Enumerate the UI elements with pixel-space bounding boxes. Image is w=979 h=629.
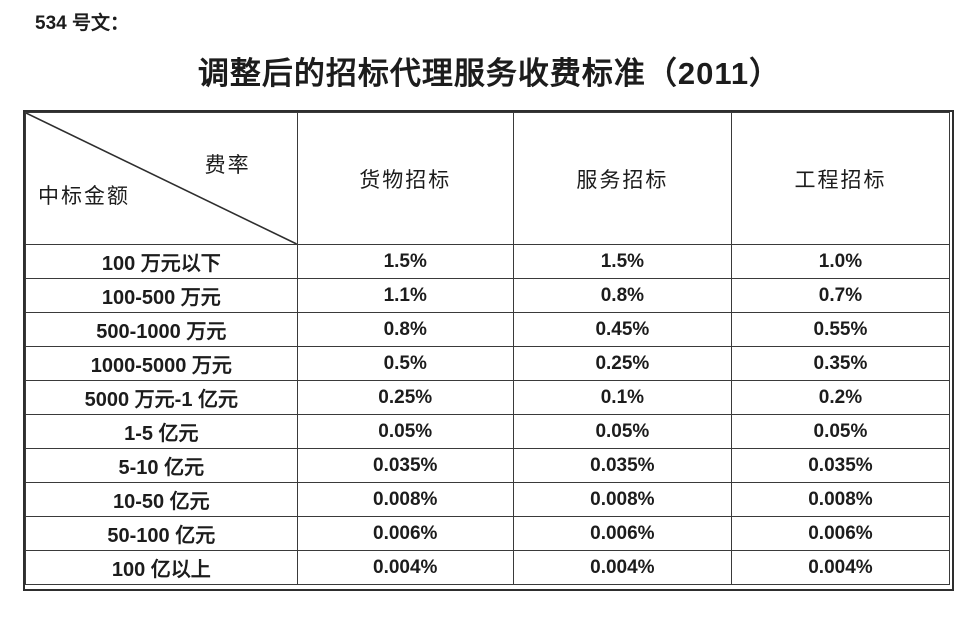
fee-rate-cell: 0.25% (512, 346, 732, 381)
corner-label-rate: 费率 (204, 153, 251, 177)
fee-rate-cell: 0.7% (730, 278, 951, 313)
corner-cell: 费率 中标金额 (25, 112, 298, 245)
row-label-amount-range: 500-1000 万元 (25, 312, 298, 347)
table-row: 5000 万元-1 亿元 0.25% 0.1% 0.2% (25, 380, 951, 415)
fee-table: 费率 中标金额 货物招标 服务招标 工程招标 100 万元以下 1.5% 1.5% 1… (25, 112, 951, 585)
fee-rate-cell: 0.035% (512, 448, 732, 483)
row-label-amount-range: 5000 万元-1 亿元 (25, 380, 298, 415)
fee-rate-cell: 0.05% (296, 414, 514, 449)
fee-table-body: 100 万元以下 1.5% 1.5% 1.0% 100-500 万元 1.1% 0.8% 0.… (25, 244, 951, 585)
fee-rate-cell: 0.004% (296, 550, 514, 585)
row-label-amount-range: 1-5 亿元 (25, 414, 298, 449)
table-row: 1-5 亿元 0.05% 0.05% 0.05% (25, 414, 951, 449)
column-header-works-bidding: 工程招标 (730, 112, 951, 245)
column-header-service-bidding: 服务招标 (512, 112, 732, 245)
fee-rate-cell: 0.008% (296, 482, 514, 517)
fee-rate-cell: 0.55% (730, 312, 951, 347)
row-label-amount-range: 5-10 亿元 (25, 448, 298, 483)
table-row: 100 亿以上 0.004% 0.004% 0.004% (25, 550, 951, 585)
fee-rate-cell: 0.004% (512, 550, 732, 585)
fee-rate-cell: 0.035% (296, 448, 514, 483)
fee-rate-cell: 1.5% (512, 244, 732, 279)
row-label-amount-range: 10-50 亿元 (25, 482, 298, 517)
table-row: 50-100 亿元 0.006% 0.006% 0.006% (25, 516, 951, 551)
fee-rate-cell: 0.008% (512, 482, 732, 517)
row-label-amount-range: 1000-5000 万元 (25, 346, 298, 381)
fee-rate-cell: 0.006% (512, 516, 732, 551)
fee-rate-cell: 0.8% (296, 312, 514, 347)
fee-rate-cell: 0.25% (296, 380, 514, 415)
doc-number-label: 534 号文： (35, 13, 129, 34)
column-header-goods-bidding: 货物招标 (296, 112, 514, 245)
table-row: 100 万元以下 1.5% 1.5% 1.0% (25, 244, 951, 279)
table-row: 5-10 亿元 0.035% 0.035% 0.035% (25, 448, 951, 483)
fee-table-container: 费率 中标金额 货物招标 服务招标 工程招标 100 万元以下 1.5% 1.5% 1… (23, 110, 954, 591)
table-row: 100-500 万元 1.1% 0.8% 0.7% (25, 278, 951, 313)
fee-rate-cell: 0.8% (512, 278, 732, 313)
fee-rate-cell: 0.004% (730, 550, 951, 585)
row-label-amount-range: 100-500 万元 (25, 278, 298, 313)
header-row: 费率 中标金额 货物招标 服务招标 工程招标 (25, 112, 951, 245)
row-label-amount-range: 100 亿以上 (25, 550, 298, 585)
fee-rate-cell: 1.1% (296, 278, 514, 313)
fee-rate-cell: 0.006% (730, 516, 951, 551)
fee-rate-cell: 0.45% (512, 312, 732, 347)
table-row: 10-50 亿元 0.008% 0.008% 0.008% (25, 482, 951, 517)
fee-rate-cell: 0.05% (730, 414, 951, 449)
fee-rate-cell: 0.5% (296, 346, 514, 381)
table-row: 500-1000 万元 0.8% 0.45% 0.55% (25, 312, 951, 347)
page-title: 调整后的招标代理服务收费标准（2011） (197, 56, 782, 91)
diagonal-line (26, 113, 297, 244)
fee-rate-cell: 0.2% (730, 380, 951, 415)
fee-rate-cell: 1.5% (296, 244, 514, 279)
fee-rate-cell: 0.1% (512, 380, 732, 415)
table-row: 1000-5000 万元 0.5% 0.25% 0.35% (25, 346, 951, 381)
fee-rate-cell: 0.035% (730, 448, 951, 483)
fee-rate-cell: 0.006% (296, 516, 514, 551)
fee-rate-cell: 0.05% (512, 414, 732, 449)
fee-table-header: 费率 中标金额 货物招标 服务招标 工程招标 (25, 112, 951, 245)
fee-rate-cell: 0.35% (730, 346, 951, 381)
fee-rate-cell: 0.008% (730, 482, 951, 517)
corner-label-amount: 中标金额 (38, 184, 130, 208)
fee-rate-cell: 1.0% (730, 244, 951, 279)
row-label-amount-range: 100 万元以下 (25, 244, 298, 279)
row-label-amount-range: 50-100 亿元 (25, 516, 298, 551)
